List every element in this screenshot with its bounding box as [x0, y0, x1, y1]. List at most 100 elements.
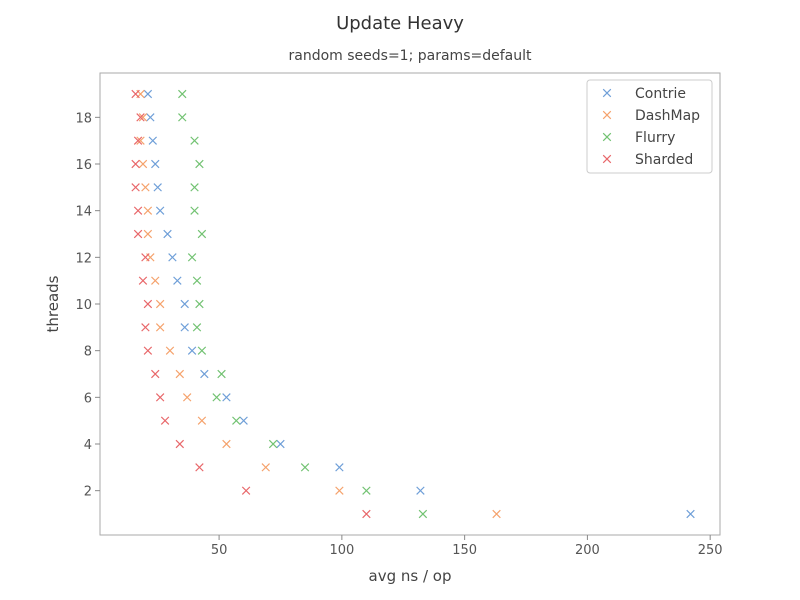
point-flurry: [300, 463, 310, 472]
point-dashmap: [143, 206, 153, 215]
point-sharded: [133, 136, 143, 145]
legend-marker-flurry: [602, 132, 612, 142]
point-dashmap: [136, 136, 145, 145]
point-contrie: [416, 486, 425, 495]
point-sharded: [131, 183, 140, 192]
point-contrie: [187, 346, 197, 355]
point-contrie: [180, 323, 189, 332]
point-contrie: [276, 439, 285, 449]
point-contrie: [143, 89, 153, 99]
point-dashmap: [197, 416, 207, 425]
x-axis-ticks: 50 100 150 200 250: [211, 535, 723, 558]
x-tick-label: 100: [329, 543, 354, 558]
y-tick-label: 8: [84, 345, 92, 360]
data-points: [131, 89, 695, 519]
point-sharded: [175, 439, 185, 449]
point-contrie: [239, 416, 248, 425]
point-sharded: [151, 369, 160, 379]
point-dashmap: [335, 486, 344, 495]
point-flurry: [190, 183, 199, 192]
point-contrie: [151, 159, 160, 169]
point-flurry: [192, 276, 202, 285]
point-contrie: [222, 393, 231, 402]
legend-box: [586, 79, 713, 174]
point-contrie: [146, 113, 155, 122]
y-tick-label: 2: [84, 485, 92, 500]
point-flurry: [232, 416, 241, 425]
x-tick-label: 250: [698, 543, 723, 558]
x-tick-label: 200: [575, 543, 600, 558]
y-tick-label: 4: [84, 438, 92, 453]
point-dashmap: [175, 369, 185, 379]
point-dashmap: [261, 463, 270, 472]
point-contrie: [155, 206, 165, 215]
point-dashmap: [182, 393, 192, 402]
y-tick-label: 14: [75, 205, 92, 220]
point-contrie: [180, 299, 189, 309]
point-dashmap: [151, 276, 160, 285]
point-contrie: [168, 253, 177, 262]
point-sharded: [141, 253, 150, 262]
legend: Contrie DashMap Flurry Sharded: [586, 79, 713, 174]
point-sharded: [160, 416, 170, 425]
point-flurry: [195, 159, 204, 169]
point-sharded: [362, 509, 371, 519]
x-tick-label: 150: [452, 543, 477, 558]
point-dashmap: [155, 323, 165, 332]
point-contrie: [163, 229, 172, 239]
chart-subtitle: random seeds=1; params=default: [288, 48, 532, 64]
x-axis-label: avg ns / op: [369, 567, 452, 585]
point-flurry: [190, 206, 199, 215]
point-flurry: [197, 229, 207, 239]
point-flurry: [268, 439, 278, 449]
y-axis-label: threads: [44, 275, 62, 332]
y-tick-label: 12: [75, 251, 92, 266]
point-contrie: [153, 183, 162, 192]
point-sharded: [241, 486, 251, 495]
y-tick-label: 18: [75, 111, 92, 126]
point-flurry: [217, 369, 226, 379]
y-tick-label: 6: [84, 391, 92, 406]
point-dashmap: [492, 509, 501, 519]
legend-label-sharded: Sharded: [635, 152, 693, 168]
legend-label-flurry: Flurry: [635, 130, 675, 146]
point-flurry: [187, 253, 197, 262]
point-dashmap: [222, 439, 231, 449]
point-sharded: [195, 463, 204, 472]
point-sharded: [131, 159, 140, 169]
point-sharded: [155, 393, 165, 402]
point-flurry: [178, 113, 187, 122]
point-sharded: [136, 113, 145, 122]
legend-label-contrie: Contrie: [635, 86, 686, 102]
x-tick-label: 50: [211, 543, 228, 558]
point-sharded: [138, 276, 148, 285]
y-tick-label: 16: [75, 158, 92, 173]
point-contrie: [686, 509, 695, 519]
point-dashmap: [138, 159, 148, 169]
point-sharded: [133, 229, 143, 239]
legend-marker-dashmap: [602, 110, 612, 120]
legend-label-dashmap: DashMap: [635, 108, 700, 124]
point-dashmap: [165, 346, 175, 355]
point-dashmap: [138, 113, 148, 122]
point-flurry: [190, 136, 199, 145]
point-flurry: [362, 486, 371, 495]
point-flurry: [195, 299, 204, 309]
point-sharded: [131, 89, 140, 99]
point-flurry: [197, 346, 207, 355]
y-axis-ticks: 2 4 6 8 10 12 14 16 18: [75, 111, 100, 500]
point-contrie: [173, 276, 182, 285]
point-flurry: [418, 509, 428, 519]
y-tick-label: 10: [75, 298, 92, 313]
legend-marker-sharded: [602, 154, 612, 164]
point-sharded: [143, 299, 153, 309]
point-flurry: [178, 89, 187, 99]
legend-marker-contrie: [602, 88, 612, 98]
point-dashmap: [155, 299, 165, 309]
point-sharded: [133, 206, 143, 215]
point-sharded: [141, 323, 150, 332]
point-dashmap: [143, 229, 153, 239]
point-contrie: [335, 463, 344, 472]
point-dashmap: [141, 183, 150, 192]
